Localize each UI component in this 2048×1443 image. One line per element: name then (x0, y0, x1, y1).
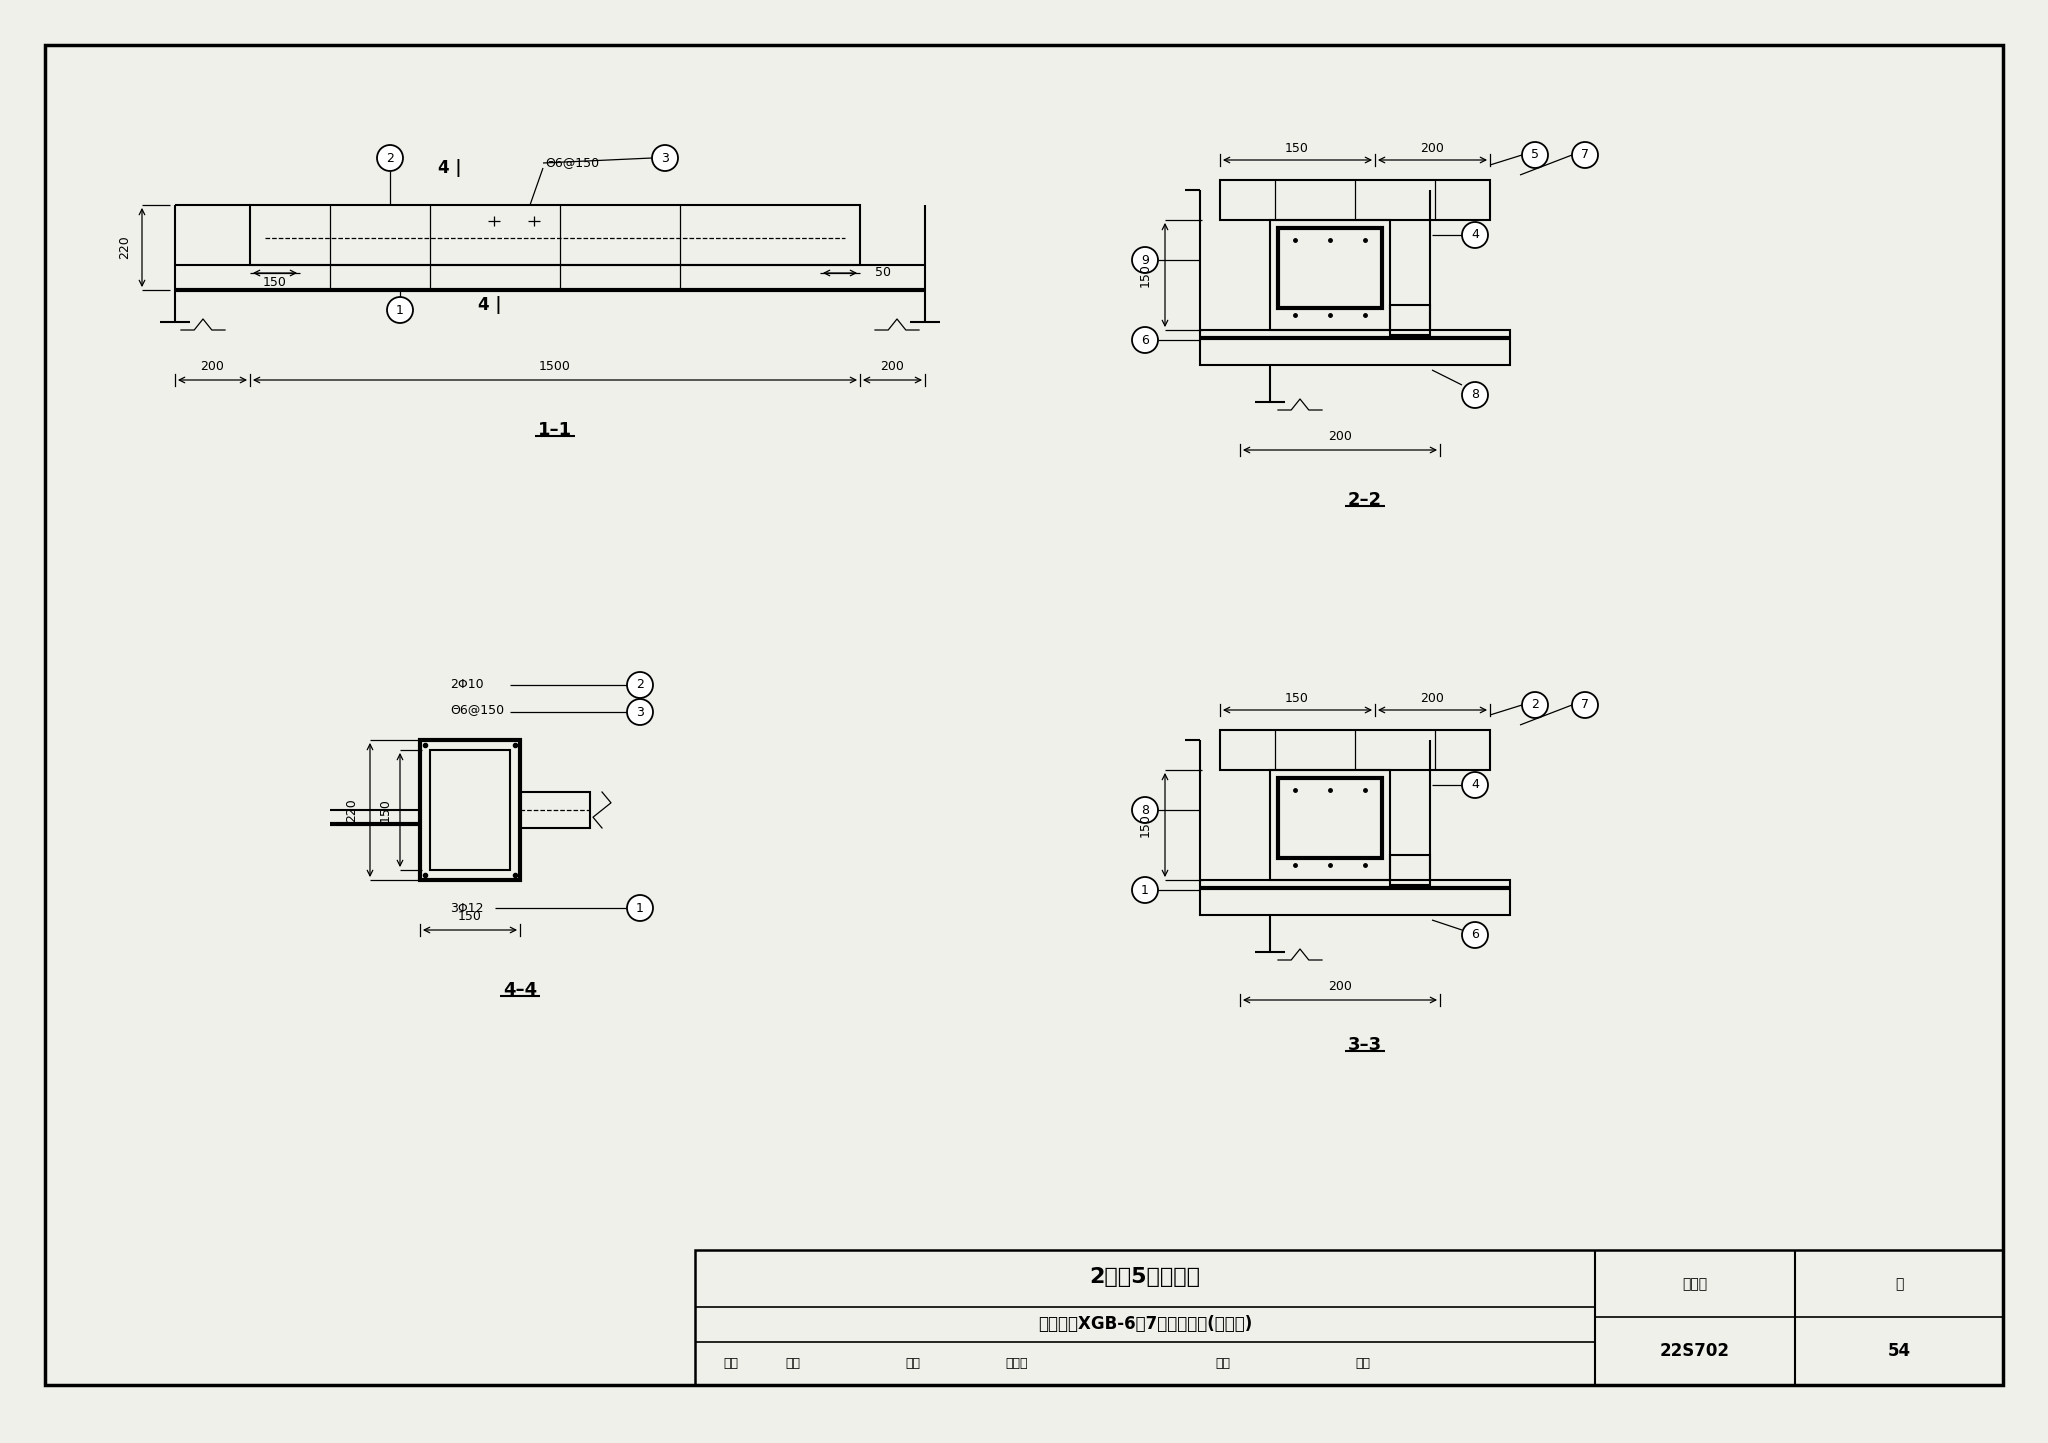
Circle shape (1462, 922, 1489, 948)
Text: 150: 150 (459, 909, 481, 922)
Text: 7: 7 (1581, 698, 1589, 711)
Text: 150: 150 (1284, 691, 1309, 704)
Text: 220: 220 (346, 798, 358, 823)
Circle shape (627, 895, 653, 921)
Bar (420, 740, 520, 880)
Text: 1: 1 (395, 303, 403, 316)
Text: 50: 50 (874, 267, 891, 280)
Circle shape (1522, 693, 1548, 719)
Text: 54: 54 (1888, 1342, 1911, 1361)
Text: 洪财滨: 洪财滨 (1006, 1356, 1028, 1369)
Text: 设计: 设计 (1214, 1356, 1231, 1369)
Circle shape (651, 144, 678, 172)
Text: 4–4: 4–4 (504, 981, 537, 999)
Text: 150: 150 (379, 798, 391, 823)
Text: 王军: 王军 (784, 1356, 801, 1369)
Circle shape (1522, 141, 1548, 167)
Circle shape (627, 698, 653, 724)
Text: 2Φ10: 2Φ10 (451, 678, 483, 691)
Text: 4 |: 4 | (438, 159, 461, 177)
Text: Θ6@150: Θ6@150 (451, 704, 504, 717)
Text: 9: 9 (1141, 254, 1149, 267)
Circle shape (1133, 247, 1157, 273)
Circle shape (1462, 772, 1489, 798)
Text: 8: 8 (1141, 804, 1149, 817)
Bar (430, 750, 510, 870)
Bar (1278, 778, 1382, 859)
Circle shape (1462, 382, 1489, 408)
Text: 7: 7 (1581, 149, 1589, 162)
Text: 8: 8 (1470, 388, 1479, 401)
Text: 校对: 校对 (905, 1356, 920, 1369)
Text: 1: 1 (637, 902, 643, 915)
Bar (1391, 304, 1430, 335)
Bar (1278, 228, 1382, 307)
Text: 2: 2 (1532, 698, 1538, 711)
Text: 22S702: 22S702 (1661, 1342, 1731, 1361)
Bar (1221, 180, 1491, 219)
Text: 200: 200 (1419, 691, 1444, 704)
Text: 6: 6 (1470, 928, 1479, 941)
Text: 页: 页 (1894, 1277, 1903, 1290)
Bar (1200, 330, 1509, 365)
Circle shape (387, 297, 414, 323)
Circle shape (377, 144, 403, 172)
Text: 150: 150 (1284, 141, 1309, 154)
Text: 1500: 1500 (539, 359, 571, 372)
Text: 现浇盖板XGB-6、7配筋剖面图(无覆土): 现浇盖板XGB-6、7配筋剖面图(无覆土) (1038, 1315, 1251, 1333)
Text: 2: 2 (387, 152, 393, 165)
Circle shape (627, 672, 653, 698)
Text: 审核: 审核 (723, 1356, 737, 1369)
Bar (1270, 771, 1391, 880)
Bar (1221, 730, 1491, 771)
Circle shape (1573, 693, 1597, 719)
Text: 150: 150 (1139, 812, 1151, 837)
Bar (1391, 856, 1430, 885)
Text: 3: 3 (662, 152, 670, 165)
Text: 220: 220 (119, 235, 131, 258)
Text: 4: 4 (1470, 228, 1479, 241)
Text: 150: 150 (262, 277, 287, 290)
Text: 200: 200 (881, 359, 903, 372)
Text: 4 |: 4 | (479, 296, 502, 315)
Bar (520, 792, 590, 828)
Bar (694, 1250, 2003, 1385)
Text: 5: 5 (1532, 149, 1538, 162)
Text: 2号～5号化粪池: 2号～5号化粪池 (1090, 1267, 1200, 1287)
Text: 200: 200 (1327, 430, 1352, 443)
Circle shape (1133, 328, 1157, 354)
Text: 1–1: 1–1 (539, 421, 571, 439)
Text: 200: 200 (1327, 980, 1352, 993)
Text: 3: 3 (637, 706, 643, 719)
Text: Θ6@150: Θ6@150 (545, 156, 600, 169)
Bar (1200, 880, 1509, 915)
Bar (1270, 219, 1391, 330)
Text: 夏天: 夏天 (1356, 1356, 1370, 1369)
Text: 4: 4 (1470, 779, 1479, 792)
Text: 3–3: 3–3 (1348, 1036, 1382, 1053)
Text: 3Φ12: 3Φ12 (451, 902, 483, 915)
Circle shape (1133, 877, 1157, 903)
Text: 2–2: 2–2 (1348, 491, 1382, 509)
Text: 2: 2 (637, 678, 643, 691)
Circle shape (1133, 797, 1157, 823)
Text: 1: 1 (1141, 883, 1149, 896)
Text: 200: 200 (1419, 141, 1444, 154)
Bar (250, 205, 860, 266)
Text: 200: 200 (201, 359, 223, 372)
Circle shape (1573, 141, 1597, 167)
Text: 图集号: 图集号 (1683, 1277, 1708, 1290)
Text: 6: 6 (1141, 333, 1149, 346)
Circle shape (1462, 222, 1489, 248)
Text: 150: 150 (1139, 263, 1151, 287)
